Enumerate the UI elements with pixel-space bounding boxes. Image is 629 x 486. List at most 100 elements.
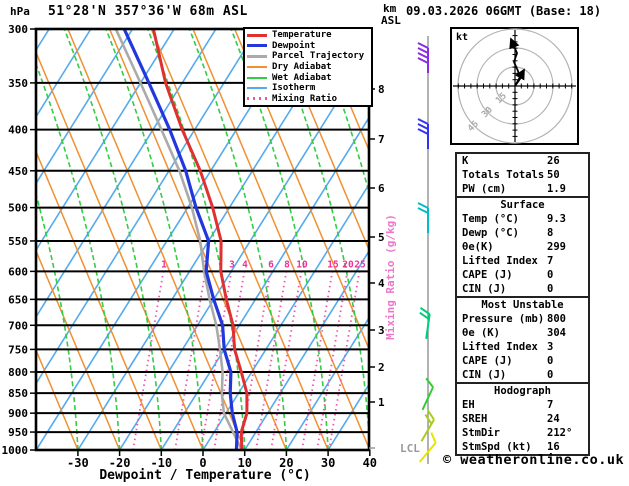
legend-swatch — [247, 33, 267, 37]
temperature-tick-label: -30 — [67, 456, 89, 470]
mixing-ratio-value: 8 — [284, 259, 290, 270]
table-row-label: Lifted Index — [462, 255, 538, 267]
legend-item: Temperature — [247, 30, 369, 40]
legend-label: Dry Adiabat — [272, 61, 332, 72]
table-row: CIN (J) 0 — [457, 282, 588, 296]
mixing-ratio-value: 20 — [342, 259, 354, 270]
isotherm-line — [36, 29, 175, 252]
legend-item: Isotherm — [247, 83, 369, 93]
table-row-value: 7 — [547, 255, 554, 267]
curve-parcel-trajectory — [114, 29, 244, 450]
pressure-tick-label: 1000 — [2, 444, 29, 457]
pressure-tick-label: 850 — [8, 387, 28, 400]
table-row: CAPE (J) 0 — [457, 354, 588, 368]
table-row-label: Totals Totals — [462, 169, 545, 181]
mixing-ratio-line — [301, 271, 334, 450]
isotherm-line — [160, 116, 369, 450]
table-row-value: 7 — [547, 399, 554, 411]
km-tick-label: 2 — [378, 361, 385, 374]
temperature-tick-label: 0 — [199, 456, 206, 470]
table-row-label: StmDir — [462, 427, 500, 439]
legend-swatch — [247, 87, 267, 90]
km-tick-label: 1 — [378, 396, 385, 409]
isotherm-line — [36, 29, 259, 386]
lcl-label: LCL — [400, 442, 420, 455]
storm-motion-vector — [514, 68, 525, 87]
mixing-ratio-value: 10 — [296, 259, 308, 270]
legend-swatch — [247, 44, 267, 48]
pressure-tick-label: 950 — [8, 426, 28, 439]
table-row-value: 16 — [547, 441, 560, 453]
table-row-label: StmSpd (kt) — [462, 441, 532, 453]
table-row: Temp (°C) 9.3 — [457, 212, 588, 226]
legend-item: Dry Adiabat — [247, 62, 369, 72]
wind-barb — [417, 118, 429, 149]
pressure-tick-label: 400 — [8, 124, 28, 137]
mixing-ratio-line — [174, 271, 207, 450]
table-row-label: θe(K) — [462, 241, 494, 253]
table-row: K 26 — [457, 154, 588, 168]
curve-temperature — [151, 29, 249, 450]
table-row: Dewp (°C) 8 — [457, 226, 588, 240]
mixing-ratio-value: 6 — [268, 259, 274, 270]
table-row: θe (K) 304 — [457, 326, 588, 340]
km-tick-label: 3 — [378, 324, 385, 337]
table-row-label: CAPE (J) — [462, 269, 513, 281]
mixing-axis-label: Mixing Ratio (g/kg) — [384, 214, 397, 340]
wind-barb — [421, 377, 434, 411]
pressure-axis-unit: hPa — [10, 5, 30, 18]
legend-swatch — [247, 65, 267, 68]
km-tick-label: 4 — [378, 277, 385, 290]
legend-swatch — [247, 54, 267, 58]
table-row-value: 26 — [547, 155, 560, 167]
legend-label: Mixing Ratio — [272, 93, 338, 104]
altitude-axis-asl: ASL — [381, 14, 401, 27]
km-tick-label: 7 — [378, 133, 385, 146]
table-row-value: 0 — [547, 269, 554, 281]
altitude-axis: 1 2 3 4 5 6 7 8 — [369, 83, 385, 409]
km-tick-label: 5 — [378, 231, 385, 244]
pressure-tick-label: 700 — [8, 319, 28, 332]
table-section-title: Most Unstable — [481, 299, 564, 311]
isotherm-line — [0, 29, 7, 450]
hodograph-unit-label: kt — [456, 32, 468, 43]
temperature-tick-label: 20 — [279, 456, 293, 470]
temperature-tick-label: 30 — [321, 456, 335, 470]
pressure-tick-label: 900 — [8, 407, 28, 420]
mixing-ratio-line — [270, 271, 303, 450]
legend-label: Isotherm — [272, 83, 316, 94]
km-tick-label: 8 — [378, 83, 385, 96]
x-axis-label: Dewpoint / Temperature (°C) — [99, 468, 311, 483]
legend-label: Wet Adiabat — [272, 72, 332, 83]
pressure-tick-label: 550 — [8, 235, 28, 248]
table-section: Hodograph EH 7 SREH 24 StmDir 212° StmSpd (kt) 1… — [457, 382, 588, 454]
table-row-label: SREH — [462, 413, 488, 425]
legend-box: Temperature Dewpoint Parcel Trajectory Dry … — [243, 27, 373, 107]
table-row: Pressure (mb) 800 — [457, 312, 588, 326]
table-row-label: PW (cm) — [462, 183, 507, 195]
table-row-value: 0 — [547, 355, 554, 367]
isotherm-line — [202, 182, 369, 450]
pressure-tick-label: 450 — [8, 165, 28, 178]
mixing-ratio-value: 1 — [161, 259, 167, 270]
table-row-value: 1.9 — [547, 183, 566, 195]
station-title: 51°28'N 357°36'W 68m ASL — [48, 4, 248, 19]
dry-adiabat-line — [108, 29, 288, 450]
table-section: Surface Temp (°C) 9.3 Dewp (°C) 8 θe(K) 299 Lif… — [457, 196, 588, 296]
altitude-axis-unit: km — [383, 2, 397, 15]
table-section-title: Surface — [500, 199, 545, 211]
table-row-label: EH — [462, 399, 475, 411]
temperature-axis: -30 -20 -10 0 10 20 30 40 — [67, 450, 377, 470]
table-row-value: 0 — [547, 283, 554, 295]
curve-dewpoint — [122, 29, 239, 450]
table-row: Lifted Index 7 — [457, 254, 588, 268]
table-section-title: Hodograph — [494, 385, 551, 397]
isotherm-line — [36, 29, 134, 185]
wind-barb — [419, 306, 431, 340]
pressure-axis: 300 350 400 450 500 550 600 650 700 750 800 850 900 9… — [2, 23, 36, 457]
isotherm-line — [36, 29, 217, 319]
dry-adiabat-line — [67, 29, 246, 450]
table-row: Totals Totals 50 — [457, 168, 588, 182]
mixing-ratio-value: 15 — [327, 259, 339, 270]
table-section: Most Unstable Pressure (mb) 800 θe (K) 304 Li… — [457, 296, 588, 382]
